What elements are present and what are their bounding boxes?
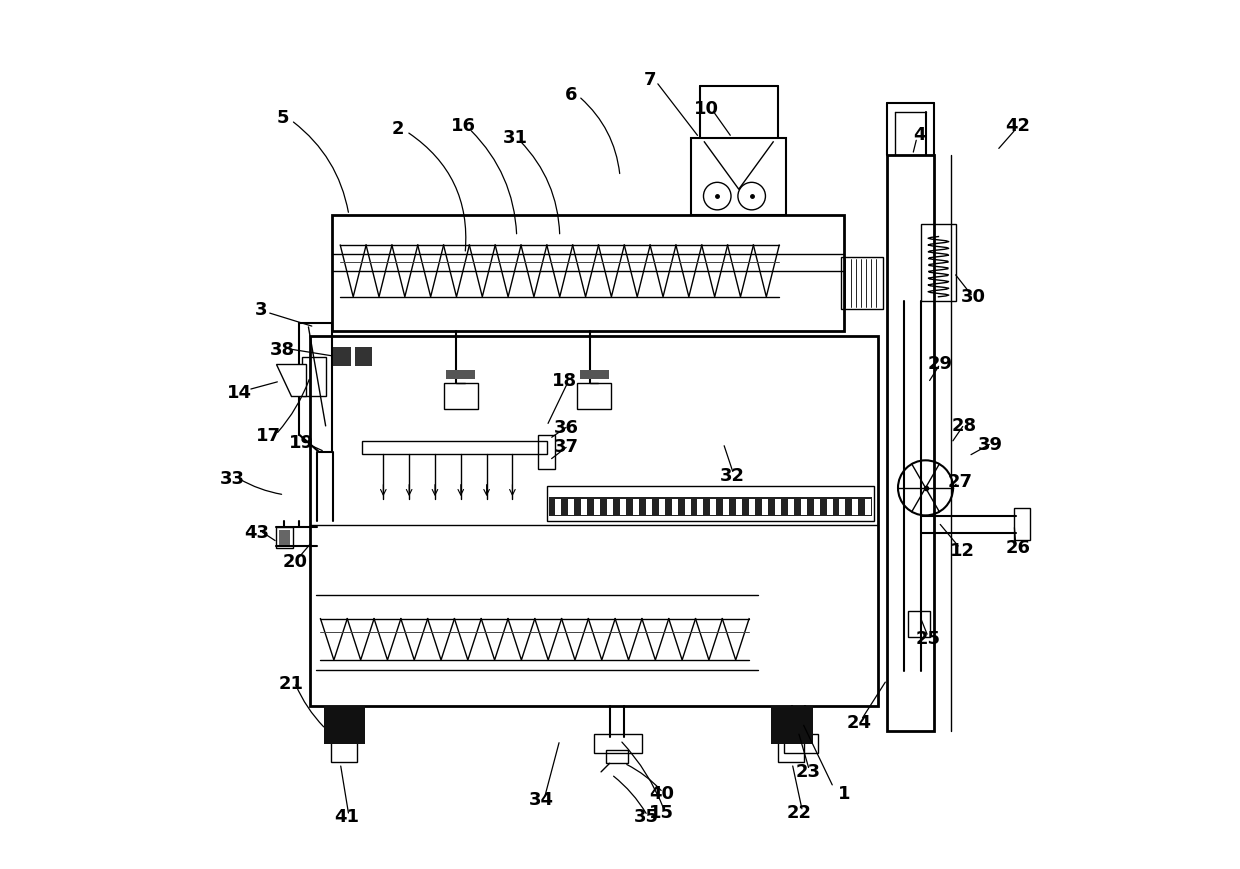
Text: 17: 17 bbox=[257, 428, 281, 445]
Bar bbox=[608, 499, 613, 514]
Bar bbox=[646, 499, 652, 514]
Bar bbox=[620, 499, 626, 514]
Text: 27: 27 bbox=[947, 473, 972, 491]
Text: 22: 22 bbox=[786, 804, 811, 822]
Bar bbox=[763, 499, 768, 514]
Text: 30: 30 bbox=[960, 288, 986, 306]
Bar bbox=[887, 155, 934, 732]
Text: 20: 20 bbox=[283, 553, 308, 571]
Bar bbox=[692, 137, 786, 215]
Bar bbox=[324, 706, 366, 745]
Text: 12: 12 bbox=[950, 541, 975, 560]
Bar bbox=[594, 499, 600, 514]
Bar bbox=[839, 499, 846, 514]
Bar bbox=[771, 706, 812, 745]
Text: 32: 32 bbox=[719, 467, 744, 485]
Bar bbox=[577, 383, 611, 408]
Polygon shape bbox=[275, 364, 306, 395]
Text: 23: 23 bbox=[795, 763, 820, 781]
Text: 33: 33 bbox=[221, 470, 246, 488]
Text: 6: 6 bbox=[564, 85, 577, 103]
Bar bbox=[556, 499, 562, 514]
Bar bbox=[697, 499, 703, 514]
Text: 29: 29 bbox=[928, 355, 952, 373]
Text: 10: 10 bbox=[693, 100, 718, 118]
Bar bbox=[547, 486, 874, 521]
Bar bbox=[737, 499, 743, 514]
Text: 25: 25 bbox=[915, 630, 941, 648]
Bar bbox=[684, 499, 691, 514]
Bar bbox=[749, 499, 755, 514]
Text: 14: 14 bbox=[227, 384, 252, 402]
Bar bbox=[579, 370, 609, 379]
Bar bbox=[827, 499, 832, 514]
Bar bbox=[866, 499, 872, 514]
Bar bbox=[538, 434, 556, 469]
Text: 15: 15 bbox=[649, 804, 673, 822]
Text: 24: 24 bbox=[847, 713, 872, 732]
Bar bbox=[279, 530, 289, 545]
Bar bbox=[779, 740, 805, 761]
Text: 36: 36 bbox=[554, 419, 579, 436]
Bar bbox=[841, 257, 883, 308]
Bar bbox=[723, 499, 729, 514]
Bar bbox=[594, 734, 641, 753]
Text: 40: 40 bbox=[649, 786, 673, 803]
Text: 39: 39 bbox=[977, 436, 1003, 454]
Text: 7: 7 bbox=[644, 71, 656, 89]
Bar bbox=[444, 383, 477, 408]
Bar bbox=[275, 527, 293, 548]
Text: 19: 19 bbox=[289, 434, 314, 452]
Bar bbox=[813, 499, 820, 514]
Bar bbox=[921, 223, 956, 301]
Bar bbox=[775, 499, 781, 514]
Text: 28: 28 bbox=[952, 417, 977, 434]
Bar bbox=[632, 499, 639, 514]
Bar bbox=[334, 347, 351, 366]
Bar bbox=[310, 335, 878, 706]
Bar bbox=[784, 734, 818, 753]
Bar bbox=[548, 497, 872, 516]
Text: 34: 34 bbox=[528, 792, 553, 809]
Text: 16: 16 bbox=[451, 117, 476, 136]
Bar bbox=[355, 347, 372, 366]
Bar bbox=[909, 611, 930, 637]
Bar bbox=[1014, 507, 1029, 541]
Text: 31: 31 bbox=[502, 129, 527, 147]
Text: 38: 38 bbox=[270, 342, 295, 359]
Bar bbox=[362, 441, 547, 454]
Text: 42: 42 bbox=[1006, 117, 1030, 136]
Text: 18: 18 bbox=[552, 372, 577, 390]
Text: 1: 1 bbox=[837, 786, 851, 803]
Text: 43: 43 bbox=[244, 525, 269, 542]
Text: 41: 41 bbox=[334, 808, 358, 826]
Bar bbox=[568, 499, 574, 514]
Bar bbox=[301, 357, 326, 395]
Bar bbox=[331, 740, 357, 761]
Bar bbox=[672, 499, 678, 514]
Text: 35: 35 bbox=[634, 808, 658, 826]
Text: 3: 3 bbox=[255, 301, 268, 319]
Text: 26: 26 bbox=[1006, 539, 1030, 557]
Bar bbox=[787, 499, 794, 514]
Bar bbox=[801, 499, 807, 514]
Bar bbox=[658, 499, 665, 514]
Bar bbox=[852, 499, 858, 514]
Bar bbox=[582, 499, 588, 514]
Text: 21: 21 bbox=[279, 675, 304, 693]
Text: 2: 2 bbox=[392, 120, 404, 138]
Text: 4: 4 bbox=[914, 126, 926, 144]
Bar bbox=[446, 370, 475, 379]
Bar bbox=[606, 750, 627, 763]
Text: 37: 37 bbox=[554, 438, 579, 456]
Text: 5: 5 bbox=[277, 109, 289, 127]
Bar bbox=[711, 499, 717, 514]
Bar bbox=[331, 215, 843, 331]
